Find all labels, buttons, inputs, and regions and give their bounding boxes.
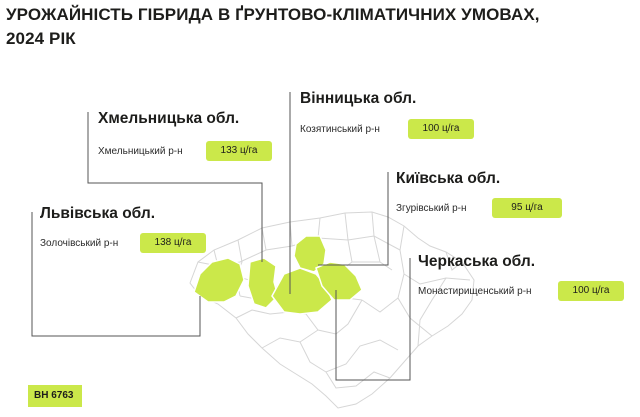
region-border xyxy=(344,212,353,263)
highlight-lviv xyxy=(193,257,245,303)
region-name-khmelnytska: Хмельницька обл. xyxy=(98,110,240,127)
region-name-lvivska: Львівська обл. xyxy=(40,205,156,222)
title-line-1: УРОЖАЙНІСТЬ ГІБРИДА В ҐРУНТОВО-КЛІМАТИЧН… xyxy=(6,5,540,24)
yield-badge-khmelnytska: 133 ц/га xyxy=(206,141,272,161)
yield-badge-kyivska: 95 ц/га xyxy=(492,198,562,218)
hybrid-badge: ВН 6763 xyxy=(28,385,82,407)
yield-badge-vinnytska: 100 ц/га xyxy=(408,119,474,139)
district-lvivska: Золочівський р-н xyxy=(40,238,119,249)
yield-badge-lvivska: 138 ц/га xyxy=(140,233,206,253)
highlight-cherkasy xyxy=(315,261,363,301)
title-line-2: 2024 РІК xyxy=(6,29,76,48)
region-name-cherkaska: Черкаська обл. xyxy=(418,253,535,270)
page-title: УРОЖАЙНІСТЬ ГІБРИДА В ҐРУНТОВО-КЛІМАТИЧН… xyxy=(6,3,636,51)
district-kyivska: Згурівський р-н xyxy=(396,203,467,214)
region-border xyxy=(361,297,399,313)
highlight-khmelnytskyi xyxy=(247,257,279,309)
region-border xyxy=(261,329,319,349)
region-border xyxy=(397,273,433,337)
region-name-vinnytska: Вінницька обл. xyxy=(300,90,417,107)
region-border xyxy=(261,227,267,251)
region-border xyxy=(399,225,471,285)
yield-badge-cherkaska: 100 ц/га xyxy=(558,281,624,301)
leader-line-kyivska xyxy=(318,172,389,266)
region-border xyxy=(325,371,391,389)
region-border xyxy=(317,217,321,239)
region-border xyxy=(417,277,447,347)
leader-line-khmelnytska xyxy=(87,112,263,262)
leader-line-lvivska xyxy=(31,212,201,337)
region-border xyxy=(299,339,399,373)
district-cherkaska: Монастирищенський р-н xyxy=(418,286,532,297)
region-border xyxy=(445,251,463,271)
district-khmelnytska: Хмельницький р-н xyxy=(98,146,183,157)
country-outline xyxy=(189,211,475,409)
leader-line-cherkaska xyxy=(335,258,411,381)
district-vinnytska: Козятинський р-н xyxy=(300,124,380,135)
region-border xyxy=(371,211,393,271)
region-name-kyivska: Київська обл. xyxy=(396,170,501,187)
